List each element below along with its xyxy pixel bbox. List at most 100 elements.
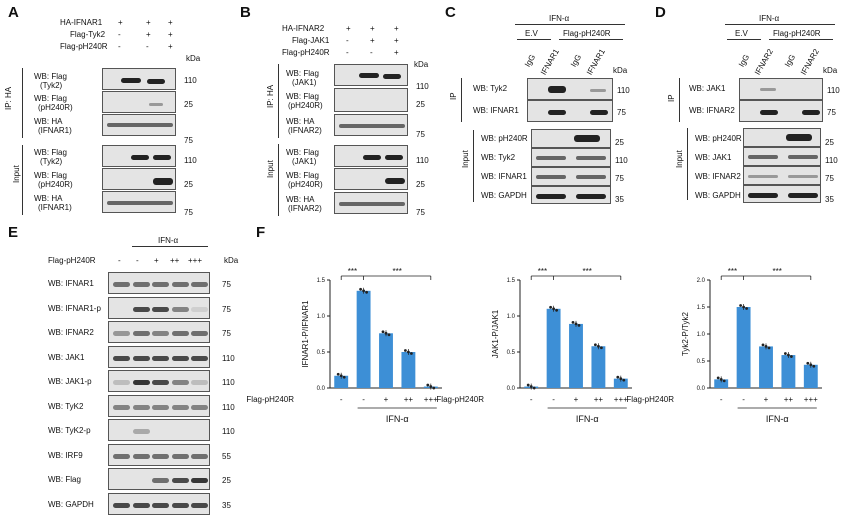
y-axis-label: Tyk2-P/Tyk2 xyxy=(681,311,690,356)
panel-e: E IFN-α Flag-pH240R - - + ++ +++ kDa WB:… xyxy=(0,222,250,522)
blot-image xyxy=(334,64,408,86)
row-label: Flag-pH240R xyxy=(282,48,330,57)
blot-label: WB: IFNAR2 xyxy=(695,172,741,181)
x-tick-label: ++ xyxy=(784,395,794,404)
data-point xyxy=(745,307,748,310)
side-label-input: Input xyxy=(12,165,21,183)
treatment-label: IFN-α xyxy=(759,14,780,23)
mw-marker: 75 xyxy=(416,208,425,217)
data-point xyxy=(616,375,620,379)
treatment-label: IFN-α xyxy=(766,414,789,424)
mw-marker: 110 xyxy=(184,76,197,85)
bar xyxy=(546,308,561,388)
blot-label: WB: TyK2 xyxy=(48,401,84,411)
mw-marker: 75 xyxy=(222,304,231,314)
mw-marker: 25 xyxy=(416,100,425,109)
mw-marker: 110 xyxy=(222,353,235,363)
data-point xyxy=(761,343,765,347)
data-point xyxy=(426,383,430,387)
sign: + xyxy=(394,24,399,33)
data-point xyxy=(812,364,816,368)
blot-label: WB: JAK1 xyxy=(48,352,85,362)
row-label: Flag-pH240R xyxy=(626,395,674,404)
mw-marker: 75 xyxy=(222,280,231,289)
panel-d-letter: D xyxy=(655,4,666,21)
mw-marker: 25 xyxy=(222,476,231,485)
y-tick-label: 1.5 xyxy=(697,305,706,311)
blot-label: WB: pH240R xyxy=(481,134,528,143)
data-point xyxy=(432,386,436,390)
y-tick-label: 0.0 xyxy=(697,386,706,392)
sign: - xyxy=(146,42,149,51)
panel-a: A HA-IFNAR1 Flag-Tyk2 Flag-pH240R + + + … xyxy=(0,0,215,225)
x-tick-label: ++ xyxy=(594,395,604,404)
data-point xyxy=(532,386,536,390)
blot-image xyxy=(102,91,176,113)
blot-label: WB: Flag xyxy=(34,171,67,180)
blot-image xyxy=(531,186,611,204)
sign: - xyxy=(118,256,121,265)
x-tick-label: + xyxy=(384,395,389,404)
data-point xyxy=(552,307,555,311)
blot-label: WB: GAPDH xyxy=(481,191,527,200)
x-tick-label: +++ xyxy=(424,395,438,404)
blot-label: WB: Flag xyxy=(48,475,81,484)
bar xyxy=(524,386,539,388)
x-tick-label: +++ xyxy=(804,395,818,404)
lane-label: IgG xyxy=(783,52,798,69)
blot-image xyxy=(743,147,821,166)
group-label: E.V xyxy=(735,29,748,38)
blot-image xyxy=(108,296,210,319)
significance-label: *** xyxy=(393,267,402,276)
blot-image xyxy=(108,443,210,466)
y-tick-label: 1.0 xyxy=(317,314,326,320)
bar xyxy=(613,378,628,388)
y-tick-label: 0.5 xyxy=(697,359,706,365)
mw-marker: 35 xyxy=(825,195,834,204)
panel-b-letter: B xyxy=(240,4,251,21)
mw-marker: 110 xyxy=(222,402,235,412)
data-point xyxy=(381,330,385,334)
sign: + xyxy=(168,42,173,51)
x-tick-label: - xyxy=(742,395,745,404)
bar xyxy=(401,352,416,388)
data-point xyxy=(739,304,742,307)
x-tick-label: + xyxy=(764,395,769,404)
blot-label: WB: Flag xyxy=(286,171,319,180)
significance-label: *** xyxy=(583,267,592,276)
sign: +++ xyxy=(188,256,203,265)
blot-image xyxy=(334,192,408,214)
mw-marker: 25 xyxy=(416,180,425,189)
bar xyxy=(379,333,393,388)
data-point xyxy=(529,385,533,388)
blot-image xyxy=(334,88,408,112)
mw-marker: 110 xyxy=(617,86,630,95)
data-point xyxy=(809,363,813,367)
sign: + xyxy=(146,18,151,27)
blot-image xyxy=(739,100,823,122)
panel-c: C IFN-α E.V Flag-pH240R IgG IFNAR1 IgG I… xyxy=(445,0,655,215)
data-point xyxy=(336,372,340,376)
row-label: Flag-pH240R xyxy=(60,42,108,51)
blot-label: WB: HA xyxy=(286,195,315,204)
row-label: HA-IFNAR2 xyxy=(282,24,325,33)
data-point xyxy=(571,321,575,324)
blot-label: WB: JAK1 xyxy=(695,153,732,162)
blot-label: WB: Flag xyxy=(286,69,319,78)
lane-label: IFNAR1 xyxy=(539,47,562,77)
kda-label: kDa xyxy=(823,66,838,75)
blot-label: WB: HA xyxy=(34,194,63,203)
blot-label: (pH240R) xyxy=(288,101,323,110)
sign: + xyxy=(394,36,399,45)
side-label-input: Input xyxy=(461,150,470,168)
y-tick-label: 0.5 xyxy=(507,350,516,356)
blot-label: (IFNAR1) xyxy=(38,126,72,135)
blot-label: WB: GAPDH xyxy=(695,191,741,200)
treatment-label: IFN-α xyxy=(386,414,409,424)
sign: + xyxy=(394,48,399,57)
sign: - xyxy=(118,30,121,39)
blot-image xyxy=(102,68,176,90)
sign: + xyxy=(346,24,351,33)
row-label: Flag-pH240R xyxy=(246,395,294,404)
blot-image xyxy=(334,145,408,167)
